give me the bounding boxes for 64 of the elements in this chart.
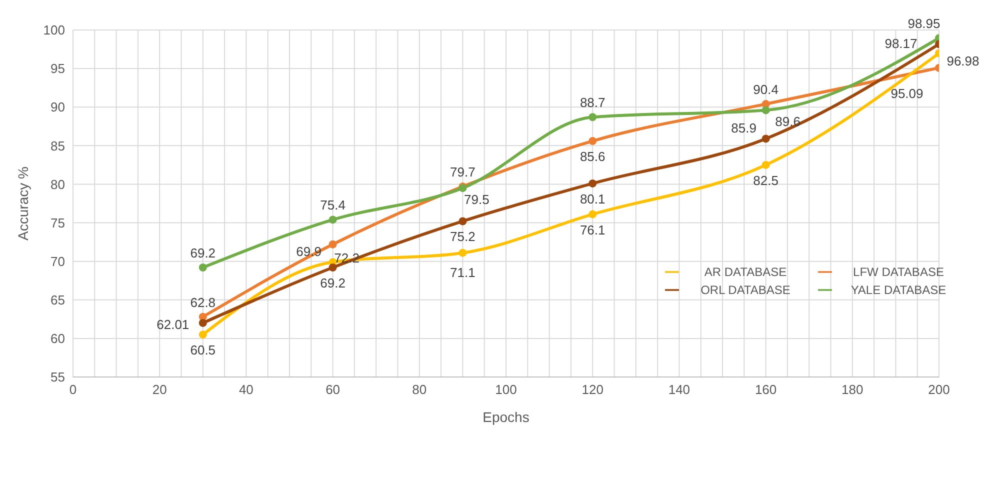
point (328, 240, 337, 248)
point (198, 264, 207, 272)
x-tick-label: 140 (668, 382, 690, 398)
data-label: 75.4 (320, 198, 346, 213)
legend-label: YALE DATABASE (850, 283, 948, 297)
x-tick-label: 180 (842, 382, 864, 398)
data-label: 62.01 (156, 316, 190, 332)
data-label: 75.2 (450, 229, 476, 244)
y-tick-label: 100 (43, 22, 65, 38)
point (588, 113, 597, 122)
data-label: 88.7 (580, 95, 606, 110)
data-label: 89.6 (775, 114, 800, 130)
data-label: 98.17 (884, 36, 918, 52)
x-tick-label: 160 (754, 382, 777, 398)
point (588, 210, 597, 218)
point (458, 248, 467, 257)
y-tick-label: 85 (50, 138, 65, 154)
y-tick-label: 95 (50, 61, 65, 76)
point (588, 137, 597, 146)
x-tick-label: 200 (928, 382, 950, 398)
data-label: 79.5 (464, 192, 490, 208)
data-label: 79.7 (450, 164, 476, 180)
legend-label: LFW DATABASE (852, 265, 945, 279)
y-tick-label: 90 (50, 100, 65, 115)
y-tick-label: 55 (50, 370, 65, 385)
y-tick-label: 75 (50, 215, 65, 230)
point (762, 160, 770, 169)
x-tick-label: 100 (495, 382, 517, 398)
data-label: 76.1 (580, 222, 606, 238)
x-tick-label: 120 (582, 382, 604, 398)
y-tick-label: 60 (50, 331, 65, 346)
y-tick-label: 65 (50, 292, 65, 308)
point (588, 179, 597, 188)
x-tick-label: 0 (69, 382, 77, 398)
point (762, 106, 770, 114)
point (328, 216, 337, 224)
data-label: 71.1 (450, 264, 476, 280)
data-label: 69.2 (320, 276, 346, 290)
y-tick-label: 70 (50, 254, 65, 269)
y-axis-title: Accuracy % (14, 166, 31, 240)
point (458, 217, 467, 226)
legend-label: ORL DATABASE (700, 283, 792, 297)
data-label: 62.8 (190, 294, 216, 310)
x-tick-label: 40 (238, 382, 254, 398)
data-label: 85.6 (580, 149, 606, 164)
x-axis-title: Epochs (482, 409, 530, 425)
data-label: 90.4 (753, 82, 778, 98)
point (328, 264, 337, 272)
point (198, 318, 207, 327)
y-tick-label: 80 (50, 176, 65, 192)
legend-label: AR DATABASE (703, 265, 788, 279)
x-tick-label: 80 (412, 382, 427, 398)
data-label: 96.98 (946, 53, 980, 68)
data-label: 60.5 (190, 342, 216, 358)
data-label: 95.09 (890, 86, 924, 101)
point (762, 134, 770, 143)
data-label: 85.9 (731, 120, 756, 136)
data-label: 98.95 (908, 16, 940, 32)
data-label: 82.5 (753, 172, 778, 188)
x-tick-label: 60 (326, 382, 340, 398)
x-tick-label: 20 (152, 382, 167, 398)
data-label: 80.1 (580, 191, 606, 206)
data-label: 69.2 (190, 246, 216, 260)
point (198, 330, 207, 339)
